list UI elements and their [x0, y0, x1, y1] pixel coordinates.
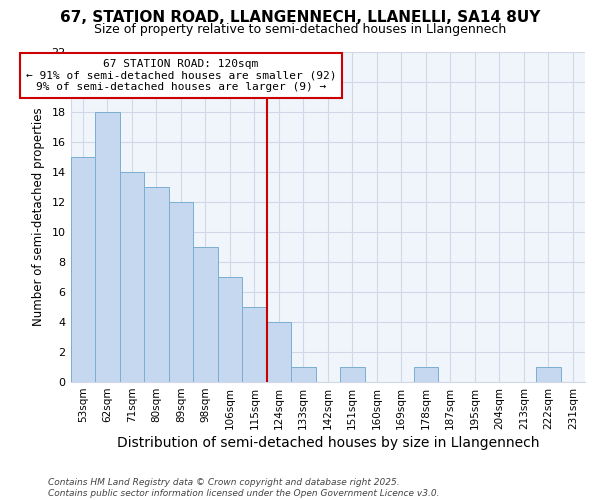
- Bar: [95, 112, 119, 382]
- Bar: [169, 202, 193, 382]
- Bar: [144, 186, 169, 382]
- Bar: [218, 277, 242, 382]
- Text: 67, STATION ROAD, LLANGENNECH, LLANELLI, SA14 8UY: 67, STATION ROAD, LLANGENNECH, LLANELLI,…: [60, 10, 540, 25]
- Bar: [119, 172, 144, 382]
- Bar: [291, 367, 316, 382]
- Bar: [266, 322, 291, 382]
- Text: Contains HM Land Registry data © Crown copyright and database right 2025.
Contai: Contains HM Land Registry data © Crown c…: [48, 478, 439, 498]
- Text: 67 STATION ROAD: 120sqm
← 91% of semi-detached houses are smaller (92)
9% of sem: 67 STATION ROAD: 120sqm ← 91% of semi-de…: [26, 59, 336, 92]
- Bar: [242, 307, 266, 382]
- X-axis label: Distribution of semi-detached houses by size in Llangennech: Distribution of semi-detached houses by …: [116, 436, 539, 450]
- Bar: [536, 367, 560, 382]
- Bar: [340, 367, 365, 382]
- Y-axis label: Number of semi-detached properties: Number of semi-detached properties: [32, 108, 44, 326]
- Bar: [413, 367, 438, 382]
- Bar: [71, 156, 95, 382]
- Text: Size of property relative to semi-detached houses in Llangennech: Size of property relative to semi-detach…: [94, 22, 506, 36]
- Bar: [193, 247, 218, 382]
